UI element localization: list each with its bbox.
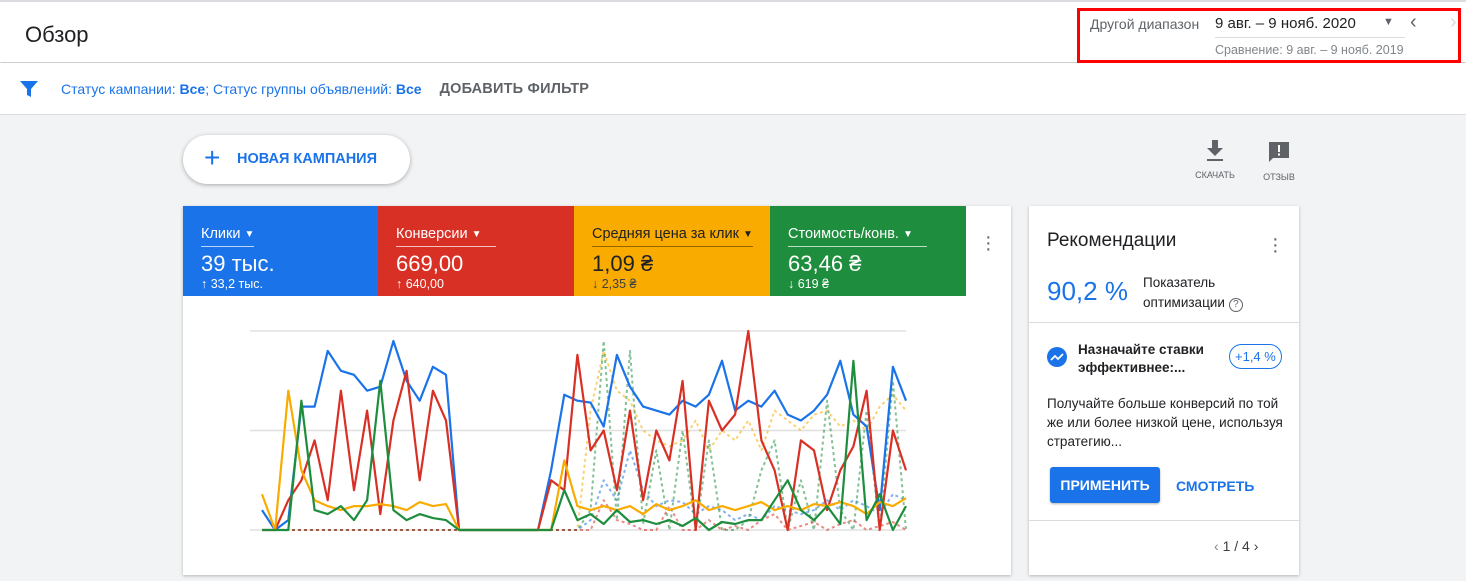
date-range-picker[interactable]: Другой диапазон 9 авг. – 9 нояб. 2020 ▼ … xyxy=(1077,8,1461,63)
filter-label: Статус кампании: xyxy=(61,80,180,97)
metric-cost-per-conv[interactable]: Стоимость/конв. ▼ 63,46 ₴ ↓ 619 ₴ xyxy=(770,206,966,296)
uplift-badge: +1,4 % xyxy=(1229,344,1282,369)
filter-bar: Статус кампании: Все; Статус группы объя… xyxy=(0,63,1466,115)
series-line xyxy=(260,389,907,532)
metric-name: Средняя цена за клик xyxy=(592,226,739,242)
comparison-series-line xyxy=(262,340,907,531)
pager: ‹ 1 / 4 › xyxy=(1214,538,1258,554)
filter-value: Все xyxy=(395,80,422,97)
active-filters[interactable]: Статус кампании: Все; Статус группы объя… xyxy=(61,81,422,97)
metric-change: ↑ 33,2 тыс. xyxy=(201,277,263,291)
performance-card: Клики ▼ 39 тыс. ↑ 33,2 тыс. Конверсии ▼ 66… xyxy=(183,206,1011,575)
recommendations-card: Рекомендации · · · 90,2 % Показатель оптими… xyxy=(1029,206,1299,575)
download-label: СКАЧАТЬ xyxy=(1195,170,1235,180)
dropdown-arrow-icon[interactable]: ▼ xyxy=(471,229,482,240)
new-campaign-label: НОВАЯ КАМПАНИЯ xyxy=(237,151,378,167)
dropdown-arrow-icon[interactable]: ▼ xyxy=(1383,16,1394,28)
comparison-series-line xyxy=(262,349,907,531)
metric-conversions[interactable]: Конверсии ▼ 669,00 ↑ 640,00 xyxy=(378,206,574,296)
recommendation-title[interactable]: Назначайте ставки эффективнее:... xyxy=(1078,342,1204,375)
apply-button[interactable]: ПРИМЕНИТЬ xyxy=(1050,467,1160,503)
score-label: Показатель xyxy=(1143,275,1216,290)
more-options-icon[interactable]: · · · xyxy=(985,226,992,260)
header: Обзор Другой диапазон 9 авг. – 9 нояб. 2… xyxy=(0,0,1466,63)
metric-value: 1,09 ₴ xyxy=(592,251,654,276)
metric-value: 669,00 xyxy=(396,251,464,276)
metric-name: Стоимость/конв. xyxy=(788,226,899,242)
dropdown-arrow-icon[interactable]: ▼ xyxy=(742,229,753,240)
plus-icon: + xyxy=(204,142,221,173)
feedback-button[interactable]: ОТЗЫВ xyxy=(1249,140,1309,182)
comparison-range: Сравнение: 9 авг. – 9 нояб. 2019 xyxy=(1215,43,1404,57)
filter-label: ; Статус группы объявлений: xyxy=(205,80,396,97)
chevron-left-icon[interactable]: ‹ xyxy=(1410,11,1417,33)
trending-up-icon xyxy=(1047,347,1067,367)
date-range-value[interactable]: 9 авг. – 9 нояб. 2020 xyxy=(1215,15,1356,32)
card-title: Рекомендации xyxy=(1047,230,1177,251)
help-icon[interactable]: ? xyxy=(1228,298,1243,312)
dropdown-arrow-icon[interactable]: ▼ xyxy=(902,229,913,240)
metric-selector[interactable]: Средняя цена за клик ▼ xyxy=(592,226,753,247)
filter-value: Все xyxy=(179,80,206,97)
metric-name: Клики xyxy=(201,226,241,242)
view-button[interactable]: СМОТРЕТЬ xyxy=(1176,478,1255,494)
metric-change: ↓ 619 ₴ xyxy=(788,277,830,291)
page-title: Обзор xyxy=(25,22,89,47)
divider xyxy=(1215,37,1405,38)
metric-clicks[interactable]: Клики ▼ 39 тыс. ↑ 33,2 тыс. xyxy=(183,206,378,296)
divider xyxy=(1029,520,1299,521)
metric-name: Конверсии xyxy=(396,226,468,242)
chevron-left-icon[interactable]: ‹ xyxy=(1214,538,1219,554)
filter-icon[interactable] xyxy=(20,80,38,98)
download-icon xyxy=(1207,140,1223,161)
add-filter-button[interactable]: ДОБАВИТЬ ФИЛЬТР xyxy=(439,80,590,97)
series-line xyxy=(262,329,908,532)
series-line xyxy=(261,339,908,532)
series-line xyxy=(262,359,907,532)
date-range-label: Другой диапазон xyxy=(1090,16,1200,32)
download-button[interactable]: СКАЧАТЬ xyxy=(1185,140,1245,180)
metric-avg-cpc[interactable]: Средняя цена за клик ▼ 1,09 ₴ ↓ 2,35 ₴ xyxy=(574,206,770,296)
metric-change: ↓ 2,35 ₴ xyxy=(592,277,637,291)
metric-value: 63,46 ₴ xyxy=(788,251,862,276)
more-options-icon[interactable]: · · · xyxy=(1272,228,1279,262)
page-indicator: 1 / 4 xyxy=(1222,538,1250,554)
metric-selector[interactable]: Стоимость/конв. ▼ xyxy=(788,226,927,247)
optimization-score-label: Показатель оптимизации? xyxy=(1143,273,1243,313)
optimization-score: 90,2 % xyxy=(1047,276,1128,306)
feedback-icon xyxy=(1269,142,1289,162)
metric-selector[interactable]: Клики ▼ xyxy=(201,226,255,247)
metric-change: ↑ 640,00 xyxy=(396,277,444,291)
metric-value: 39 тыс. xyxy=(201,251,275,276)
chevron-right-icon[interactable]: › xyxy=(1450,11,1457,33)
metric-selector[interactable]: Конверсии ▼ xyxy=(396,226,496,247)
dropdown-arrow-icon[interactable]: ▼ xyxy=(244,229,255,240)
score-label: оптимизации xyxy=(1143,295,1225,310)
recommendation-description: Получайте больше конверсий по той же или… xyxy=(1047,396,1283,449)
chevron-right-icon[interactable]: › xyxy=(1253,538,1259,554)
new-campaign-button[interactable]: + НОВАЯ КАМПАНИЯ xyxy=(183,135,410,184)
line-chart xyxy=(250,329,908,532)
divider xyxy=(1029,322,1299,323)
feedback-label: ОТЗЫВ xyxy=(1263,172,1295,182)
